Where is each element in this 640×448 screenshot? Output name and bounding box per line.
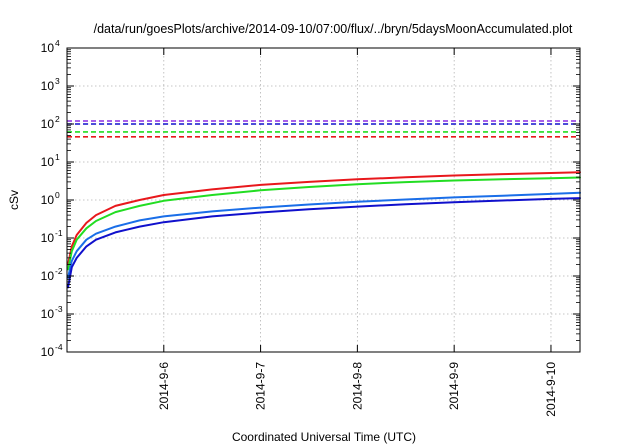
y-tick-label: 102 bbox=[41, 114, 60, 131]
y-tick-mantissa: 10 bbox=[41, 79, 55, 93]
y-tick-mantissa: 10 bbox=[41, 155, 55, 169]
y-tick-label: 10-3 bbox=[41, 304, 63, 321]
series-line bbox=[67, 171, 581, 266]
y-tick-label: 10-2 bbox=[41, 266, 63, 283]
y-tick-exponent: -1 bbox=[55, 228, 63, 238]
y-tick-label: 104 bbox=[41, 38, 60, 55]
y-tick-exponent: 1 bbox=[55, 152, 60, 162]
y-tick-label: 100 bbox=[41, 190, 60, 207]
y-tick-exponent: 0 bbox=[55, 190, 60, 200]
series-line bbox=[67, 176, 581, 271]
y-tick-exponent: 2 bbox=[55, 114, 60, 124]
y-axis-label: cSv bbox=[7, 190, 21, 210]
y-tick-mantissa: 10 bbox=[41, 117, 55, 131]
y-tick-exponent: 4 bbox=[55, 38, 60, 48]
y-tick-mantissa: 10 bbox=[41, 41, 55, 55]
y-tick-mantissa: 10 bbox=[41, 307, 55, 321]
series-line bbox=[67, 191, 581, 279]
x-tick-label: 2014-9-9 bbox=[447, 362, 461, 410]
y-tick-mantissa: 10 bbox=[41, 231, 55, 245]
x-axis-label: Coordinated Universal Time (UTC) bbox=[232, 430, 416, 444]
y-tick-exponent: -3 bbox=[55, 304, 63, 314]
x-tick-label: 2014-9-8 bbox=[350, 362, 364, 410]
y-tick-exponent: 3 bbox=[55, 76, 60, 86]
y-tick-label: 101 bbox=[41, 152, 60, 169]
x-tick-label: 2014-9-10 bbox=[544, 362, 558, 417]
series-lines bbox=[67, 120, 581, 289]
y-tick-exponent: -4 bbox=[55, 342, 63, 352]
y-tick-exponent: -2 bbox=[55, 266, 63, 276]
y-tick-mantissa: 10 bbox=[41, 193, 55, 207]
y-tick-label: 10-4 bbox=[41, 342, 63, 359]
x-tick-labels: 2014-9-6 2014-9-7 2014-9-8 2014-9-9 2014-9-1… bbox=[157, 362, 558, 417]
series-line bbox=[67, 197, 581, 289]
y-tick-mantissa: 10 bbox=[41, 269, 55, 283]
y-tick-label: 103 bbox=[41, 76, 60, 93]
x-tick-label: 2014-9-7 bbox=[254, 362, 268, 410]
x-tick-label: 2014-9-6 bbox=[157, 362, 171, 410]
y-tick-mantissa: 10 bbox=[41, 345, 55, 359]
chart-title: /data/run/goesPlots/archive/2014-09-10/0… bbox=[94, 22, 573, 36]
axis-ticks bbox=[67, 47, 580, 353]
y-tick-label: 10-1 bbox=[41, 228, 63, 245]
grid-lines bbox=[67, 48, 580, 352]
